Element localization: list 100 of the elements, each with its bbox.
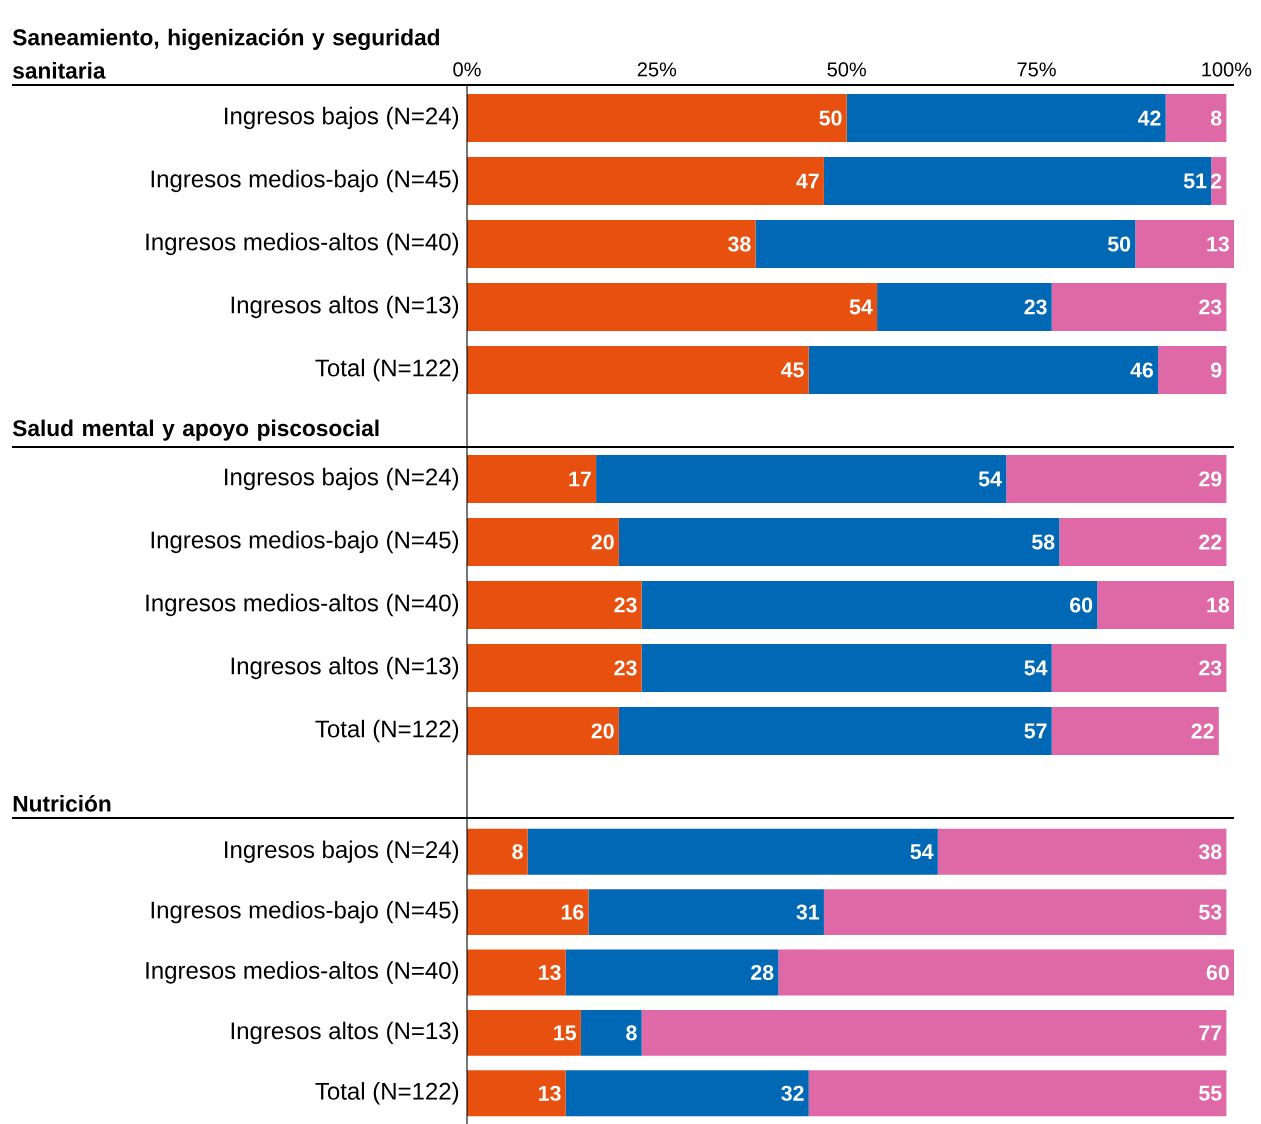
y-tick-label: Total (N=122) xyxy=(315,719,459,743)
bar xyxy=(1135,220,1234,268)
data-label: 38 xyxy=(1198,844,1222,860)
bar xyxy=(467,455,597,503)
data-label: 55 xyxy=(1199,1085,1222,1101)
y-tick-label: Total (N=122) xyxy=(315,1082,459,1105)
y-tick-label: Ingresos altos (N=13) xyxy=(231,656,459,680)
bar xyxy=(877,283,1052,331)
y-tick-label: Ingresos medios-altos (N=40) xyxy=(146,961,459,984)
bar xyxy=(580,1009,642,1056)
bar xyxy=(596,455,1007,503)
data-label: 51 xyxy=(1183,173,1207,189)
data-label: 2 xyxy=(1211,173,1222,189)
data-label: 23 xyxy=(1199,660,1222,676)
bar xyxy=(1051,707,1219,755)
data-label: 20 xyxy=(591,534,614,550)
bar xyxy=(1097,581,1234,629)
bar xyxy=(778,949,1234,996)
y-tick-label: Ingresos medios-bajo (N=45) xyxy=(151,530,459,554)
data-label: 9 xyxy=(1211,362,1222,378)
bar xyxy=(467,94,847,142)
bar xyxy=(618,518,1060,566)
data-label: 17 xyxy=(569,471,591,487)
data-label: 54 xyxy=(849,299,873,315)
x-tick-label: 75% xyxy=(1017,62,1056,77)
y-tick-label: Ingresos medios-altos (N=40) xyxy=(146,593,459,617)
data-label: 15 xyxy=(554,1025,577,1041)
bar xyxy=(618,707,1052,755)
data-label: 28 xyxy=(751,964,774,981)
bar xyxy=(467,1070,566,1117)
bar xyxy=(1158,346,1227,394)
bar xyxy=(467,949,566,996)
data-label: 13 xyxy=(539,964,561,981)
data-label: 77 xyxy=(1199,1025,1222,1041)
data-label: 54 xyxy=(1024,660,1048,676)
text: Salud mental y apoyo piscosocial xyxy=(12,419,379,441)
bar xyxy=(467,283,878,331)
bar xyxy=(1006,455,1227,503)
data-label: 57 xyxy=(1024,723,1047,739)
y-tick-label: Ingresos medios-bajo (N=45) xyxy=(151,169,459,193)
data-label: 16 xyxy=(561,904,584,920)
data-label: 23 xyxy=(614,660,637,676)
data-label: 13 xyxy=(539,1085,561,1101)
x-tick-label: 25% xyxy=(637,62,677,77)
data-label: 47 xyxy=(796,173,819,189)
bar xyxy=(467,828,528,875)
bar xyxy=(1165,94,1227,142)
y-tick-label: Total (N=122) xyxy=(315,358,459,382)
data-label: 58 xyxy=(1031,534,1055,550)
data-label: 29 xyxy=(1199,471,1222,487)
data-label: 60 xyxy=(1206,964,1229,981)
data-label: 18 xyxy=(1207,597,1230,613)
data-label: 50 xyxy=(1107,236,1131,252)
bar xyxy=(467,581,642,629)
y-tick-label: Ingresos medios-bajo (N=45) xyxy=(151,900,459,924)
bar xyxy=(823,889,1227,936)
bar xyxy=(467,1009,581,1056)
text: Saneamiento, higenización y seguridad sanitaria xyxy=(12,28,440,79)
data-label: 13 xyxy=(1207,236,1229,252)
bar xyxy=(1059,518,1227,566)
data-label: 8 xyxy=(512,844,523,860)
data-label: 38 xyxy=(728,236,751,252)
y-tick-label: Ingresos bajos (N=24) xyxy=(225,840,459,863)
data-label: 23 xyxy=(614,597,637,613)
data-label: 8 xyxy=(1210,110,1222,126)
data-label: 46 xyxy=(1130,362,1154,378)
bar xyxy=(467,220,756,268)
data-label: 53 xyxy=(1199,904,1222,920)
data-label: 50 xyxy=(819,110,842,126)
bar xyxy=(565,1070,809,1117)
bar xyxy=(1051,644,1227,692)
y-tick-label: Ingresos bajos (N=24) xyxy=(225,106,459,130)
bar xyxy=(641,644,1052,692)
data-label: 45 xyxy=(781,362,804,378)
bar xyxy=(846,94,1166,142)
bar xyxy=(1051,283,1227,331)
bar xyxy=(808,1070,1227,1117)
y-tick-label: Ingresos altos (N=13) xyxy=(231,1021,459,1045)
data-label: 54 xyxy=(978,471,1002,487)
x-tick-label: 50% xyxy=(827,62,866,77)
x-tick-label: 100% xyxy=(1202,62,1252,77)
bar xyxy=(527,828,938,875)
bar xyxy=(823,157,1212,205)
bar xyxy=(641,581,1098,629)
bar xyxy=(467,518,619,566)
bar xyxy=(641,1009,1227,1056)
y-tick-label: Ingresos bajos (N=24) xyxy=(225,467,459,491)
bar xyxy=(467,707,619,755)
text: Nutrición xyxy=(13,794,111,812)
data-label: 60 xyxy=(1070,597,1093,613)
data-label: 54 xyxy=(910,844,934,860)
data-label: 32 xyxy=(781,1085,804,1101)
bar xyxy=(565,949,779,996)
bar xyxy=(588,889,824,936)
bar xyxy=(937,828,1227,875)
bar xyxy=(467,157,824,205)
bar xyxy=(467,644,642,692)
data-label: 23 xyxy=(1199,299,1222,315)
bar xyxy=(755,220,1136,268)
data-label: 8 xyxy=(626,1025,637,1041)
